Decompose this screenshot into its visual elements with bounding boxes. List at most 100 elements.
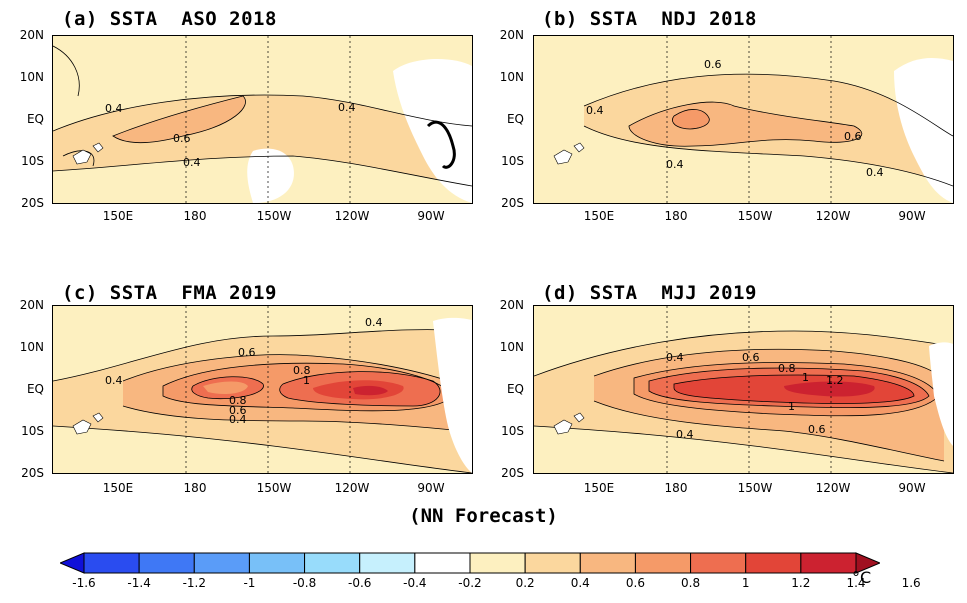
lat-label: 10S (21, 154, 44, 168)
lat-label: EQ (26, 382, 44, 396)
contour-label: 0.4 (666, 351, 684, 364)
contour-label: 0.8 (293, 364, 311, 377)
colorbar-tick-label: -1.2 (182, 576, 206, 590)
lon-label: 150E (102, 209, 134, 223)
lon-label: 90W (898, 209, 926, 223)
colorbar-tick-label: -0.6 (347, 576, 372, 590)
lat-label: EQ (506, 112, 524, 126)
map-b: 0.6 0.4 0.6 0.4 0.4 (533, 35, 954, 204)
colorbar-box (248, 552, 306, 574)
lon-label: 150W (256, 481, 292, 495)
colorbar-tick-label: 1.2 (791, 576, 811, 590)
colorbar-tick-label: 0.2 (515, 576, 535, 590)
colorbar-box (634, 552, 692, 574)
lon-label: 120W (815, 209, 851, 223)
colorbar-svg (58, 552, 882, 574)
map-d: 0.4 0.6 0.8 1 1.2 1 0.6 0.4 (533, 305, 954, 474)
lon-label: 90W (417, 209, 445, 223)
lon-label: 180 (664, 481, 688, 495)
contour-label: 0.4 (105, 374, 123, 387)
lat-label: 20S (21, 196, 44, 210)
colorbar-box (745, 552, 802, 574)
colorbar-box (579, 552, 636, 574)
lon-label: 150W (737, 481, 773, 495)
colorbar-box (414, 552, 471, 574)
colorbar-box (469, 552, 526, 574)
lat-label: 10N (499, 70, 524, 84)
lon-label: 90W (417, 481, 445, 495)
lat-label: 20N (19, 28, 44, 42)
colorbar-tick-label: -0.4 (403, 576, 427, 590)
colorbar-tick-label: -1.4 (127, 576, 151, 590)
colorbar-tick-label: 0.6 (625, 576, 645, 590)
map-c: 0.4 0.6 0.4 0.8 1 0.8 0.6 0.4 (52, 305, 473, 474)
colorbar-box (800, 552, 857, 574)
contour-label: 0.4 (676, 428, 694, 441)
colorbar-tick-label: -1.6 (72, 576, 96, 590)
contour-label: 0.6 (844, 130, 862, 143)
colorbar-box (138, 552, 195, 574)
colorbar-box (83, 552, 140, 574)
contour-label: 0.8 (229, 394, 247, 407)
colorbar-tick-label: 1 (741, 576, 750, 590)
contour-label: 0.6 (229, 404, 247, 417)
lat-label: 10S (501, 154, 524, 168)
panel-d-title: (d) SSTA MJJ 2019 (542, 282, 757, 304)
lon-label: 120W (334, 481, 370, 495)
colorbar-tick-label: 1.4 (846, 576, 866, 590)
colorbar-right-arrow (855, 552, 882, 574)
panel-a-title: (a) SSTA ASO 2018 (62, 8, 277, 30)
lon-label: 180 (183, 209, 207, 223)
colorbar-box (359, 552, 416, 574)
lat-label: 10S (21, 424, 44, 438)
colorbar-box (304, 552, 361, 574)
contour-label: 0.4 (586, 104, 604, 117)
colorbar-left-arrow (58, 552, 85, 574)
contour-label: 0.6 (238, 346, 256, 359)
contour-label: 0.4 (866, 166, 884, 179)
lon-label: 150W (256, 209, 292, 223)
contour-label: 1 (802, 371, 809, 384)
lat-label: 20N (19, 298, 44, 312)
lat-label: 20S (501, 466, 524, 480)
contour-label: 0.4 (666, 158, 684, 171)
panel-c-title: (c) SSTA FMA 2019 (62, 282, 277, 304)
lat-label: 10S (501, 424, 524, 438)
lon-label: 120W (815, 481, 851, 495)
lat-label: 10N (19, 340, 44, 354)
colorbar-unit: °C (852, 568, 872, 587)
contour-label: 1 (303, 374, 310, 387)
contour-label: 0.6 (808, 423, 826, 436)
colorbar-box (690, 552, 747, 574)
colorbar-box (193, 552, 250, 574)
footer-title: (NN Forecast) (409, 505, 558, 527)
lat-label: EQ (26, 112, 44, 126)
contour-label: 1.2 (826, 374, 844, 387)
contour-label: 1 (788, 400, 795, 413)
colorbar-tick-label: -0.8 (292, 576, 317, 590)
map-a: 0.4 0.6 0.4 0.4 (52, 35, 473, 204)
colorbar-tick-label: 0.8 (681, 576, 701, 590)
contour-label: 0.4 (105, 102, 123, 115)
lat-label: 10N (499, 340, 524, 354)
lon-label: 150W (737, 209, 773, 223)
contour-label: 0.4 (183, 156, 201, 169)
contour-label: 0.6 (173, 132, 191, 145)
colorbar (58, 552, 882, 578)
contour-label: 0.4 (365, 316, 383, 329)
lat-label: 20N (499, 298, 524, 312)
lon-label: 150E (102, 481, 134, 495)
lon-label: 150E (583, 481, 615, 495)
colorbar-tick-label: 0.4 (570, 576, 590, 590)
lon-label: 150E (583, 209, 615, 223)
contour-label: 0.6 (742, 351, 760, 364)
colorbar-tick-label: -0.2 (458, 576, 482, 590)
lat-label: EQ (506, 382, 524, 396)
contour-label: 0.6 (704, 58, 722, 71)
colorbar-tick-label: 1.6 (901, 576, 921, 590)
lon-label: 180 (664, 209, 688, 223)
lon-label: 120W (334, 209, 370, 223)
lat-label: 20N (499, 28, 524, 42)
lon-label: 90W (898, 481, 926, 495)
colorbar-tick-label: -1 (243, 576, 256, 590)
